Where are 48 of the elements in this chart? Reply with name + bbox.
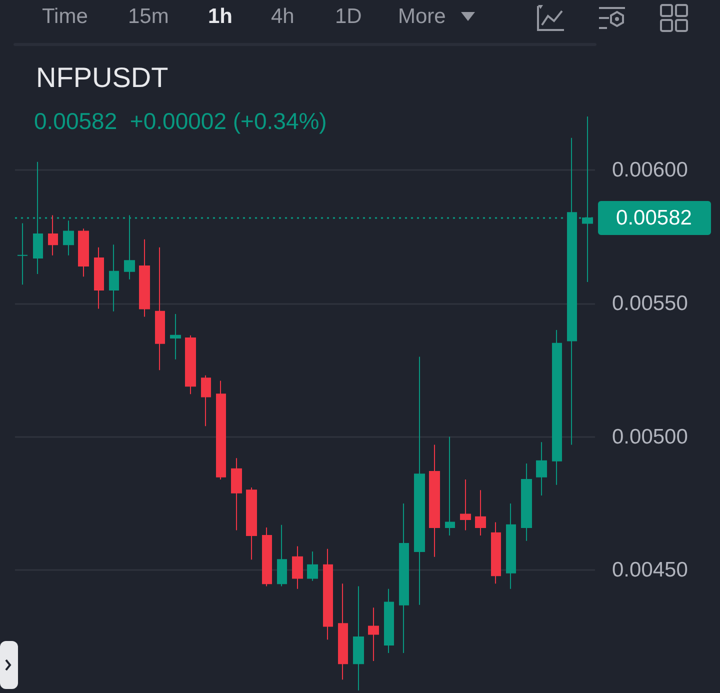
candlestick <box>231 458 242 531</box>
candlestick <box>277 524 287 587</box>
text: 1h <box>208 5 233 29</box>
candlestick <box>246 487 257 560</box>
text: 0.00582 +0.00002 (+0.34%) <box>34 108 327 135</box>
candlestick <box>216 380 226 480</box>
text: More <box>398 5 446 29</box>
candlestick <box>368 607 379 662</box>
candlestick <box>307 551 318 582</box>
candlestick <box>139 238 150 318</box>
candlestick <box>338 583 348 680</box>
y-tick-label: 0.00550 <box>612 292 688 315</box>
candlestick <box>170 314 181 360</box>
candlestick <box>475 490 486 536</box>
ref-line-label: 0.00582 <box>616 206 692 230</box>
candlestick <box>506 503 516 590</box>
y-tick-label: 0.00500 <box>612 425 688 448</box>
candlestick <box>521 462 532 542</box>
candlestick <box>399 503 409 654</box>
candlestick <box>155 246 165 371</box>
candlestick <box>567 137 577 446</box>
candlestick <box>414 356 425 606</box>
text: 1D <box>335 5 362 29</box>
candlestick <box>552 330 562 486</box>
candlestick <box>17 222 28 286</box>
y-tick-label: 0.00600 <box>612 158 688 182</box>
candlestick <box>323 548 333 640</box>
candlestick <box>48 214 58 256</box>
candlestick <box>460 479 471 531</box>
text: NFPUSDT <box>36 62 168 94</box>
text: 4h <box>271 5 294 29</box>
candlestick <box>109 244 119 312</box>
candlestick <box>185 334 196 395</box>
candlestick <box>292 546 303 590</box>
candlestick <box>429 444 440 558</box>
candlestick <box>445 436 455 536</box>
text: 15m <box>128 5 169 29</box>
candlestick <box>353 586 364 691</box>
candlestick <box>384 588 394 654</box>
candlestick <box>63 220 74 256</box>
candlestick <box>201 374 211 427</box>
candlestick <box>78 228 89 278</box>
candlestick <box>491 522 501 584</box>
candlestick <box>94 246 104 310</box>
y-tick-label: 0.00450 <box>612 558 688 582</box>
text: Time <box>42 5 88 29</box>
candlestick <box>536 442 547 496</box>
candlestick <box>262 527 272 587</box>
